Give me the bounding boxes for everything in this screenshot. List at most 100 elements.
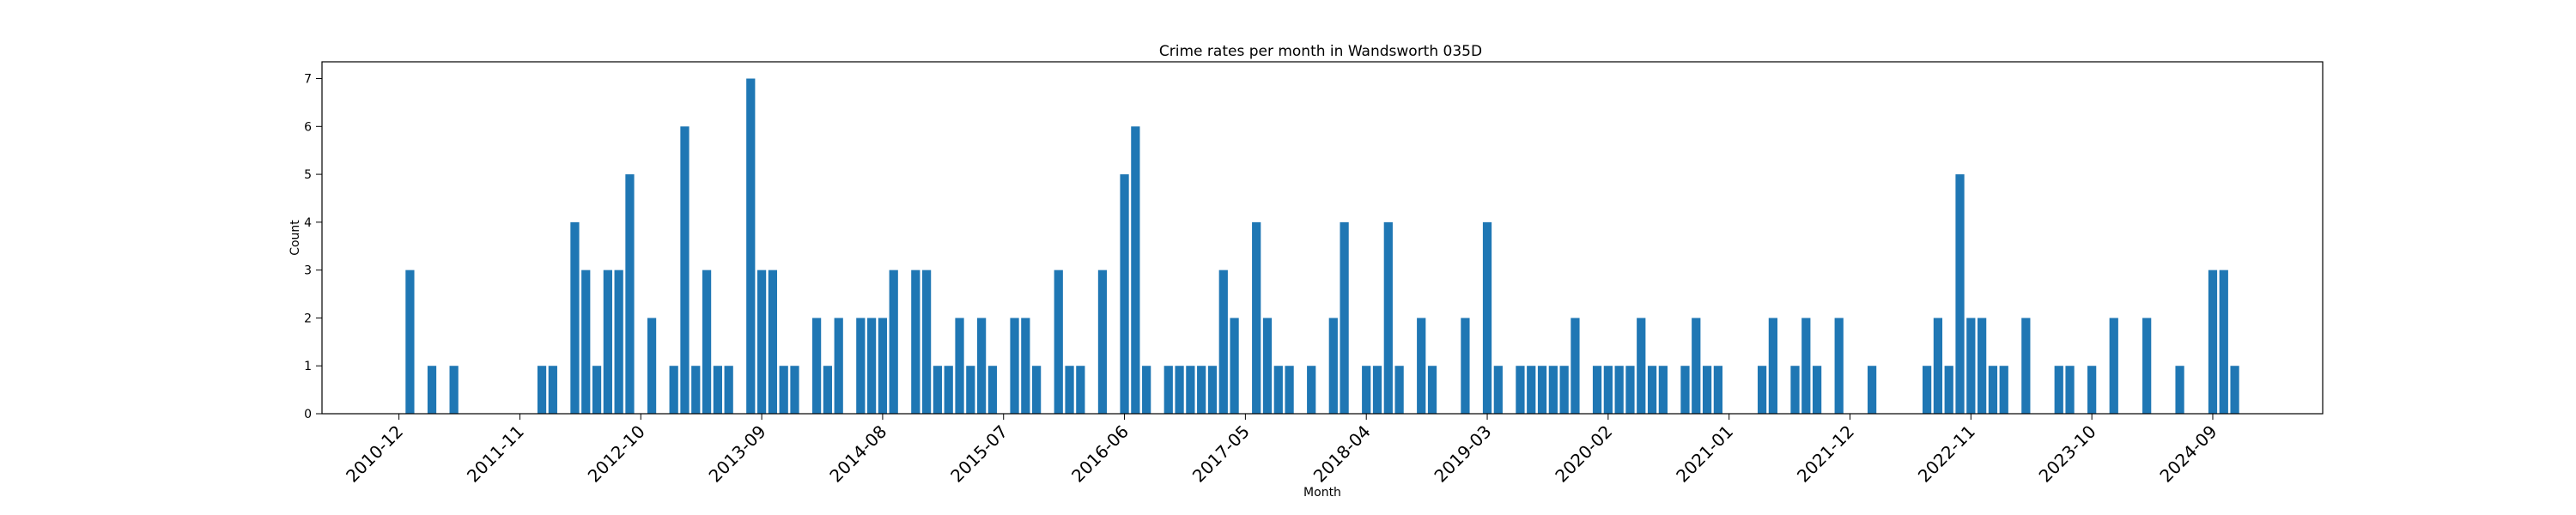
bar-2020-09	[1680, 366, 1690, 414]
bar-2016-02	[1076, 366, 1085, 414]
bar-2024-11	[2230, 366, 2239, 414]
y-axis: 0 1 2 3 4 5 6 7	[304, 73, 322, 421]
bar-2018-02	[1340, 221, 1349, 414]
bar-2016-07	[1131, 126, 1140, 414]
x-tick-label-2020-02: 2020-02	[1551, 421, 1616, 487]
bar-2014-12	[922, 270, 932, 414]
bar-2024-09	[2208, 270, 2218, 414]
x-tick-label-2014-08: 2014-08	[825, 421, 890, 487]
x-tick-label-2015-07: 2015-07	[946, 421, 1012, 487]
bar-2021-07	[1790, 366, 1800, 414]
y-axis-label: Count	[289, 220, 302, 256]
bar-2021-04	[1757, 366, 1767, 414]
bar-2016-10	[1163, 366, 1173, 414]
bar-2013-12	[790, 366, 799, 414]
bar-2017-07	[1262, 318, 1273, 414]
bar-2017-06	[1252, 221, 1261, 414]
bar-2015-03	[955, 318, 964, 414]
y-tick-label-2: 2	[304, 312, 312, 325]
bar-2012-07	[603, 270, 612, 414]
bar-2013-03	[691, 366, 701, 414]
bar-2017-01	[1197, 366, 1206, 414]
bar-2015-01	[933, 366, 943, 414]
bar-2021-05	[1768, 318, 1778, 414]
bar-2019-04	[1493, 366, 1503, 414]
bar-2016-08	[1142, 366, 1151, 414]
bar-2023-10	[2087, 366, 2097, 414]
bar-2020-07	[1658, 366, 1668, 414]
bar-2023-02	[1999, 366, 2008, 414]
bar-2012-01	[537, 366, 547, 414]
bar-2012-04	[570, 221, 580, 414]
bar-2022-12	[1978, 318, 1987, 414]
bar-2015-08	[1010, 318, 1019, 414]
bar-2020-05	[1637, 318, 1646, 414]
bar-2020-02	[1603, 366, 1613, 414]
bar-2016-04	[1097, 270, 1108, 414]
bar-2019-07	[1527, 366, 1536, 414]
bar-2017-02	[1207, 366, 1218, 414]
bar-2012-06	[592, 366, 602, 414]
bar-2012-09	[625, 174, 635, 414]
bar-2011-01	[405, 270, 415, 414]
bar-2012-08	[614, 270, 623, 414]
bar-2019-10	[1559, 366, 1569, 414]
bar-2020-06	[1647, 366, 1657, 414]
bar-2022-02	[1867, 366, 1877, 414]
x-axis: 2010-12 2011-11 2012-10 2013-09 2014-08 2015-…	[342, 414, 2221, 487]
bar-2014-07	[866, 318, 877, 414]
bar-2015-04	[966, 366, 975, 414]
bar-2024-06	[2175, 366, 2184, 414]
y-tick-label-3: 3	[304, 264, 312, 278]
bar-2020-10	[1692, 318, 1701, 414]
bar-2023-08	[2065, 366, 2075, 414]
bar-2020-01	[1592, 366, 1602, 414]
bar-2016-12	[1186, 366, 1195, 414]
bar-2016-01	[1065, 366, 1074, 414]
bar-2017-08	[1273, 366, 1283, 414]
bar-2016-06	[1120, 174, 1129, 414]
bar-2024-03	[2142, 318, 2152, 414]
bar-2018-06	[1383, 221, 1393, 414]
y-tick-label-5: 5	[304, 168, 312, 182]
y-tick-label-1: 1	[304, 360, 312, 373]
bar-2015-10	[1032, 366, 1042, 414]
bar-2017-04	[1230, 318, 1239, 414]
bar-2013-06	[724, 366, 733, 414]
bar-2015-06	[987, 366, 998, 414]
bar-2021-09	[1812, 366, 1822, 414]
x-tick-label-2022-11: 2022-11	[1914, 421, 1979, 487]
x-tick-label-2018-04: 2018-04	[1309, 421, 1375, 487]
bar-2014-04	[834, 318, 843, 414]
bar-2015-02	[944, 366, 953, 414]
bar-2018-04	[1362, 366, 1371, 414]
bar-2015-05	[977, 318, 987, 414]
x-axis-label: Month	[1303, 486, 1341, 500]
bar-2011-05	[449, 366, 459, 414]
bar-2013-08	[746, 78, 756, 415]
chart-title: Crime rates per month in Wandsworth 035D	[1159, 43, 1482, 60]
bar-2012-02	[548, 366, 557, 414]
x-tick-label-2016-06: 2016-06	[1067, 421, 1133, 487]
y-tick-label-4: 4	[304, 216, 312, 230]
bar-2022-10	[1955, 174, 1965, 414]
plot-frame	[321, 61, 2324, 415]
bar-2013-04	[702, 270, 712, 414]
bar-2022-08	[1933, 318, 1943, 414]
x-tick-label-2021-12: 2021-12	[1793, 421, 1858, 487]
bar-2018-05	[1372, 366, 1382, 414]
bar-2018-09	[1417, 318, 1426, 414]
bar-2022-07	[1923, 366, 1932, 414]
bar-2020-11	[1702, 366, 1712, 414]
bar-2020-12	[1713, 366, 1722, 414]
bar-2014-08	[878, 318, 888, 414]
bar-2017-11	[1307, 366, 1316, 414]
bar-2013-05	[713, 366, 722, 414]
bar-2016-11	[1175, 366, 1184, 414]
bar-2021-11	[1834, 318, 1844, 414]
bar-2017-03	[1218, 270, 1228, 414]
bar-2014-06	[856, 318, 866, 414]
x-tick-label-2019-03: 2019-03	[1430, 421, 1495, 487]
bar-2021-08	[1801, 318, 1811, 414]
